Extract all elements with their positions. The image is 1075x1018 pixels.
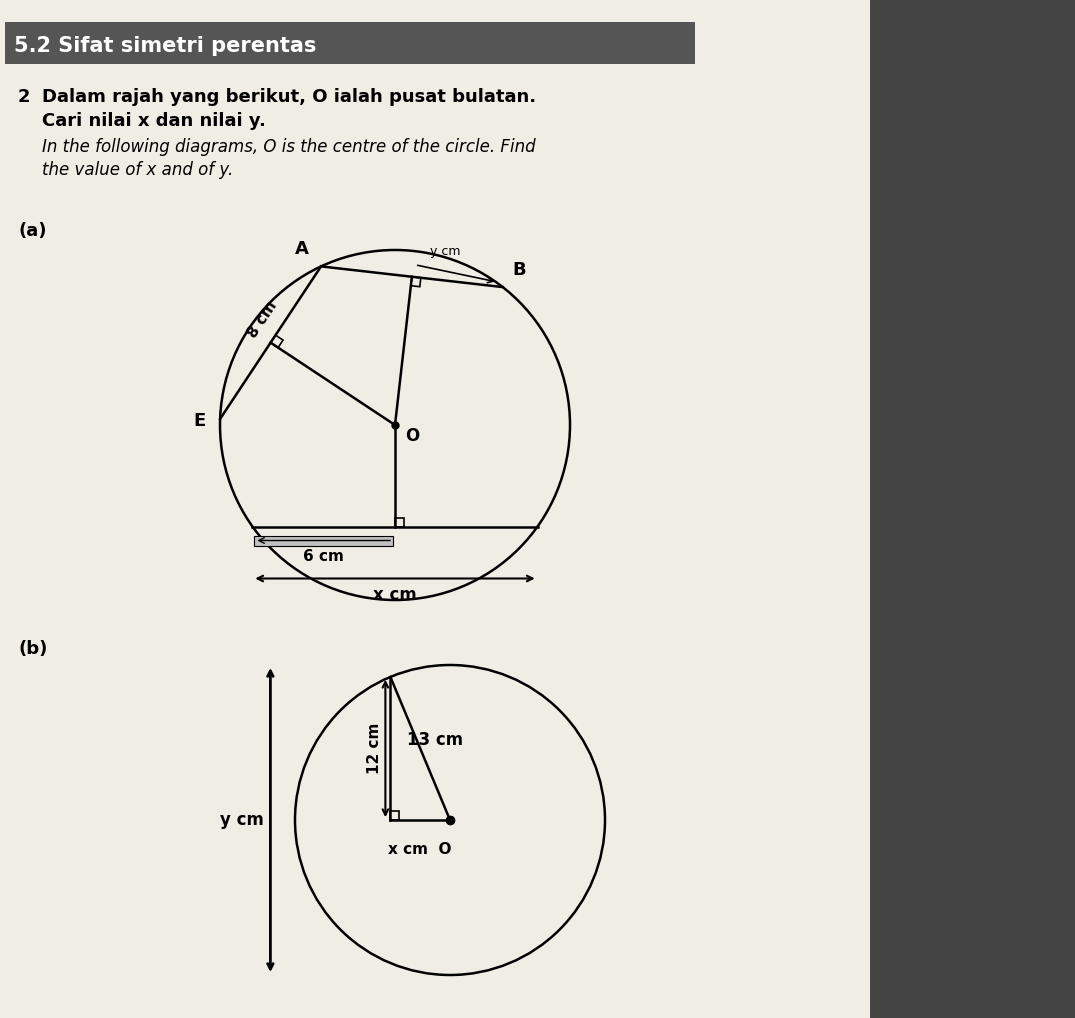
Text: In the following diagrams, O is the centre of the circle. Find: In the following diagrams, O is the cent… bbox=[42, 138, 535, 156]
Bar bbox=[255, 535, 393, 546]
Text: y cm: y cm bbox=[430, 245, 460, 259]
Text: 12 cm: 12 cm bbox=[368, 723, 383, 774]
Bar bbox=[395, 517, 404, 526]
Text: O: O bbox=[405, 427, 419, 445]
Text: Cari nilai x dan nilai y.: Cari nilai x dan nilai y. bbox=[42, 112, 266, 130]
Text: (a): (a) bbox=[18, 222, 46, 240]
Text: 6 cm: 6 cm bbox=[303, 549, 344, 564]
Bar bbox=[0, 0, 870, 1018]
Text: (b): (b) bbox=[18, 640, 47, 658]
Text: 5.2 Sifat simetri perentas: 5.2 Sifat simetri perentas bbox=[14, 36, 316, 56]
Text: B: B bbox=[513, 261, 527, 279]
Text: 2: 2 bbox=[18, 88, 30, 106]
Bar bbox=[390, 811, 400, 821]
Text: x cm: x cm bbox=[373, 585, 417, 604]
Text: E: E bbox=[194, 412, 206, 430]
Text: 8 cm: 8 cm bbox=[245, 298, 281, 341]
Text: 13 cm: 13 cm bbox=[407, 732, 463, 749]
Text: Dalam rajah yang berikut, O ialah pusat bulatan.: Dalam rajah yang berikut, O ialah pusat … bbox=[42, 88, 536, 106]
Bar bbox=[870, 0, 1075, 1018]
Text: y cm: y cm bbox=[220, 811, 264, 829]
Text: the value of x and of y.: the value of x and of y. bbox=[42, 161, 233, 179]
Text: x cm  O: x cm O bbox=[388, 842, 452, 857]
Bar bbox=[5, 22, 696, 64]
Text: A: A bbox=[296, 240, 309, 259]
